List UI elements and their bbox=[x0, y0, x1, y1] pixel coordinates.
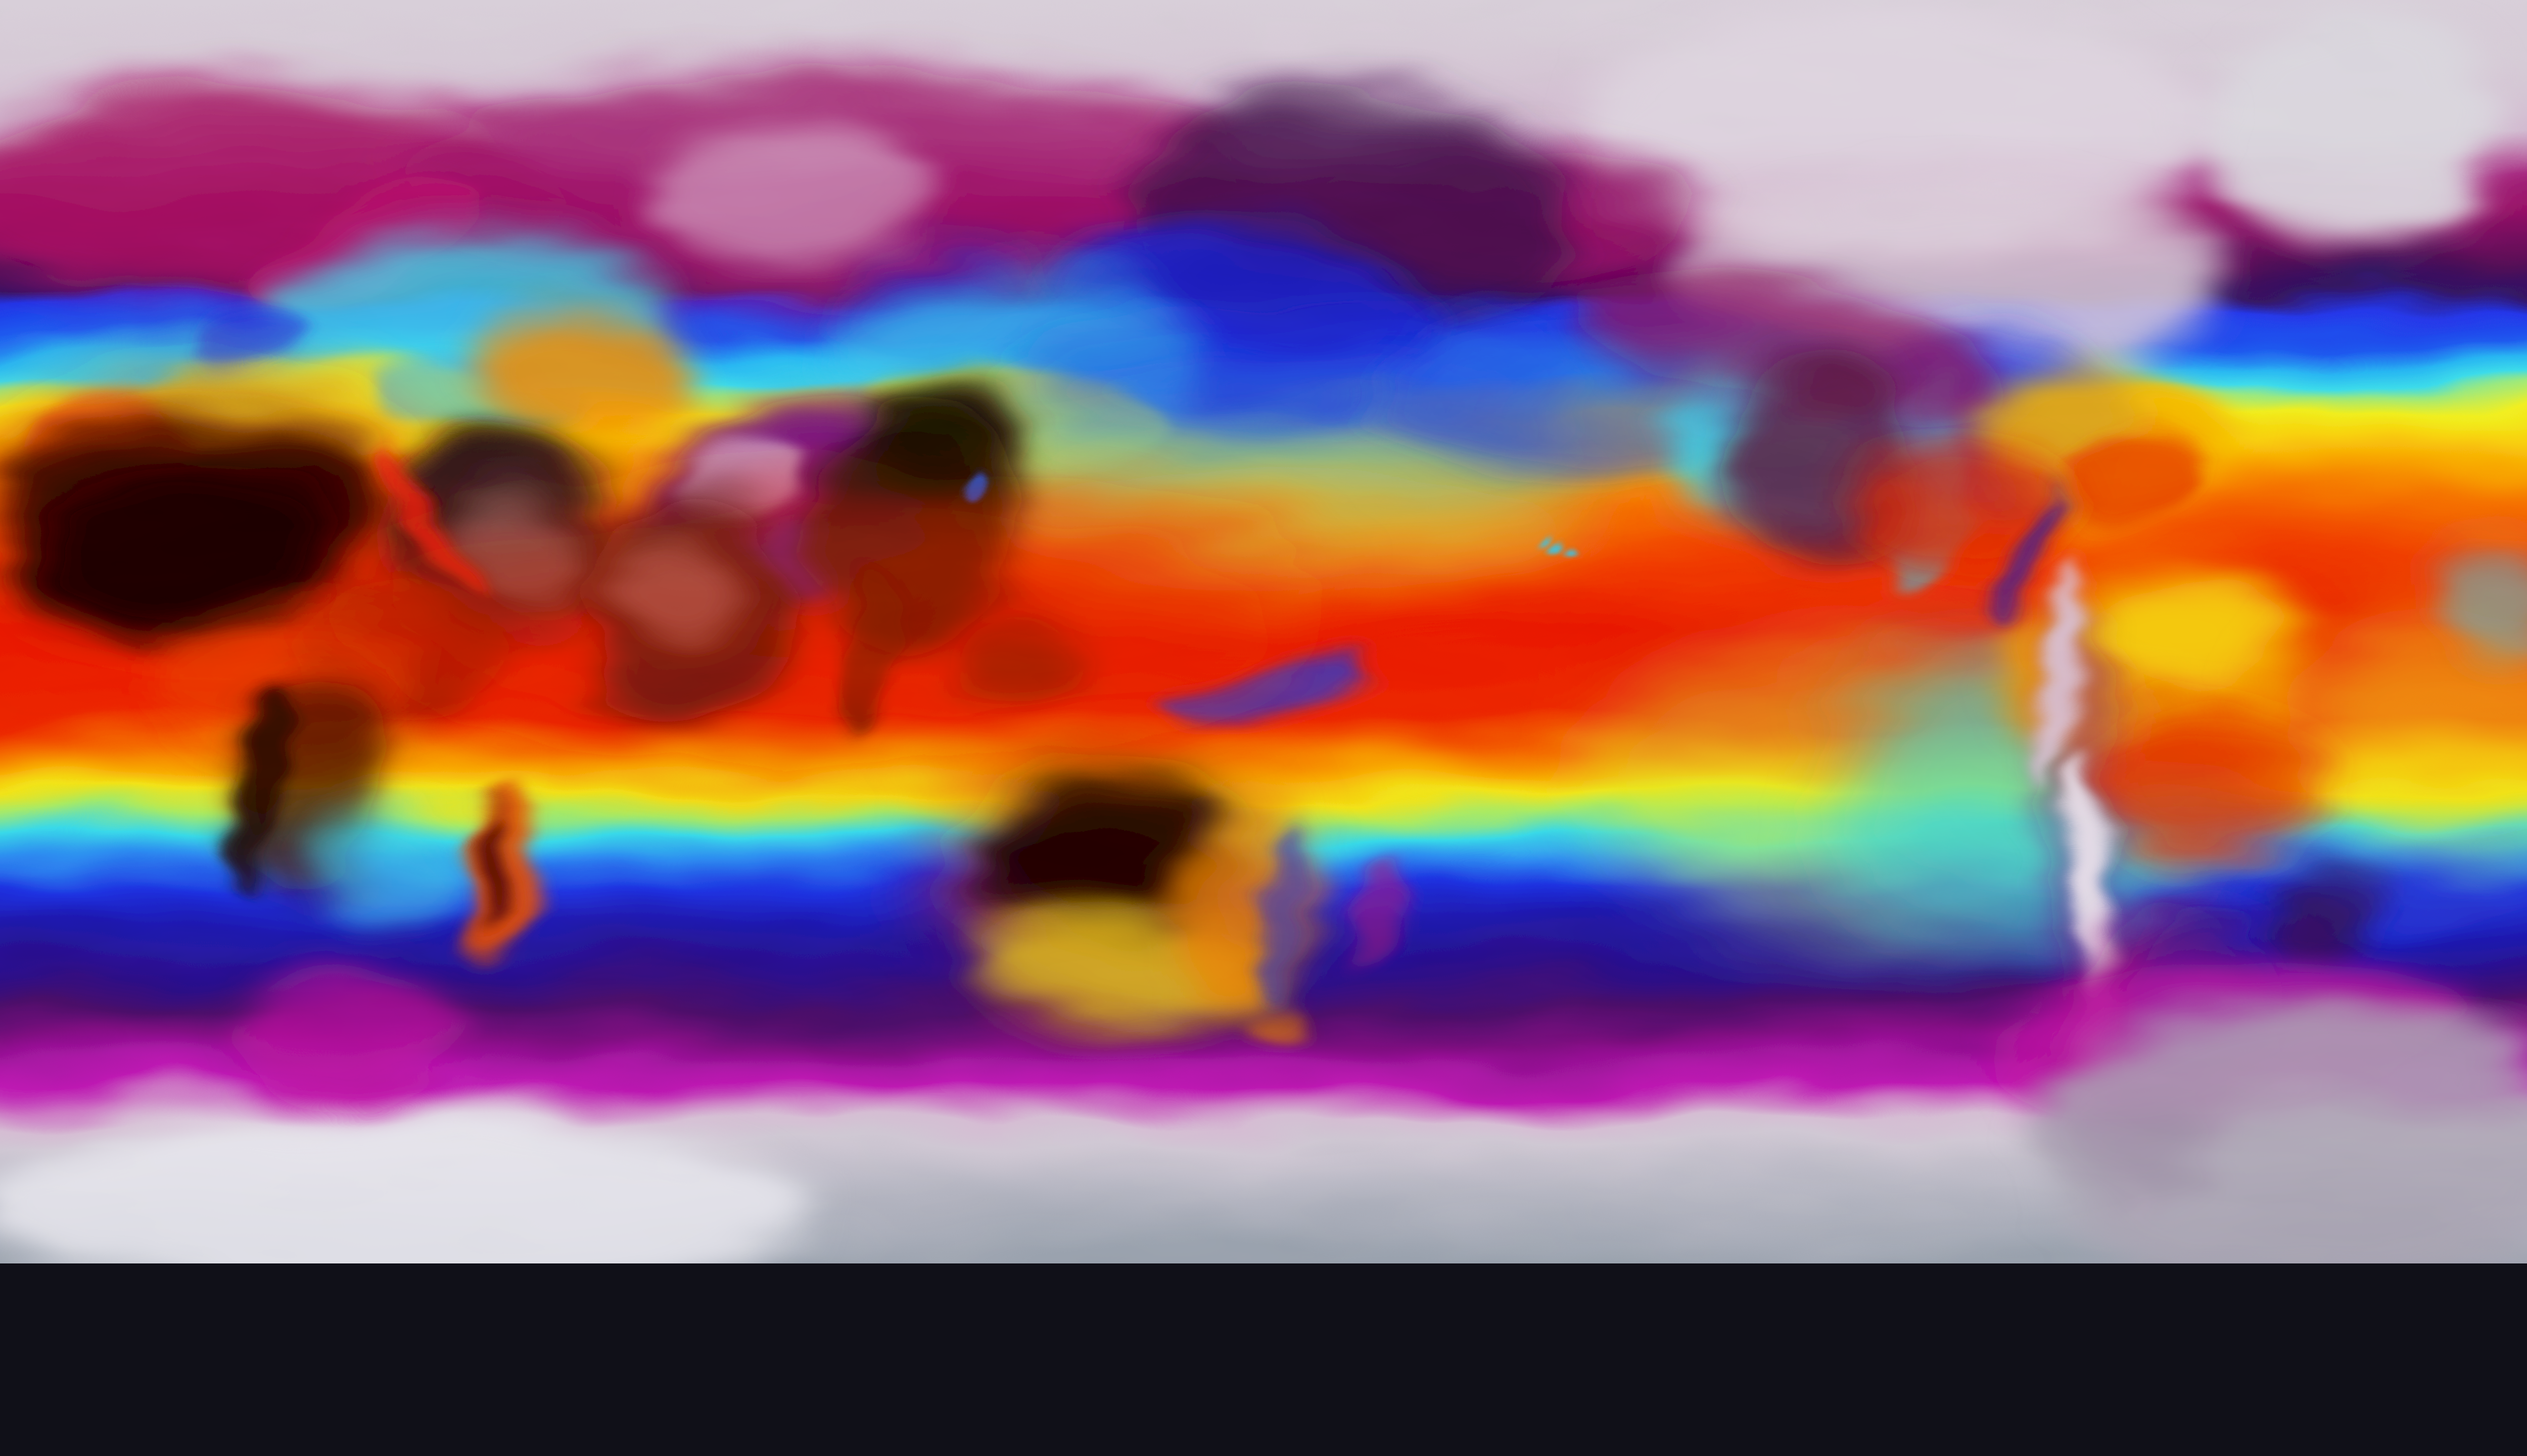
eddy-noise-texture bbox=[0, 0, 2527, 1263]
map-canvas bbox=[0, 0, 2527, 1263]
global-temperature-heatmap bbox=[0, 0, 2527, 1263]
